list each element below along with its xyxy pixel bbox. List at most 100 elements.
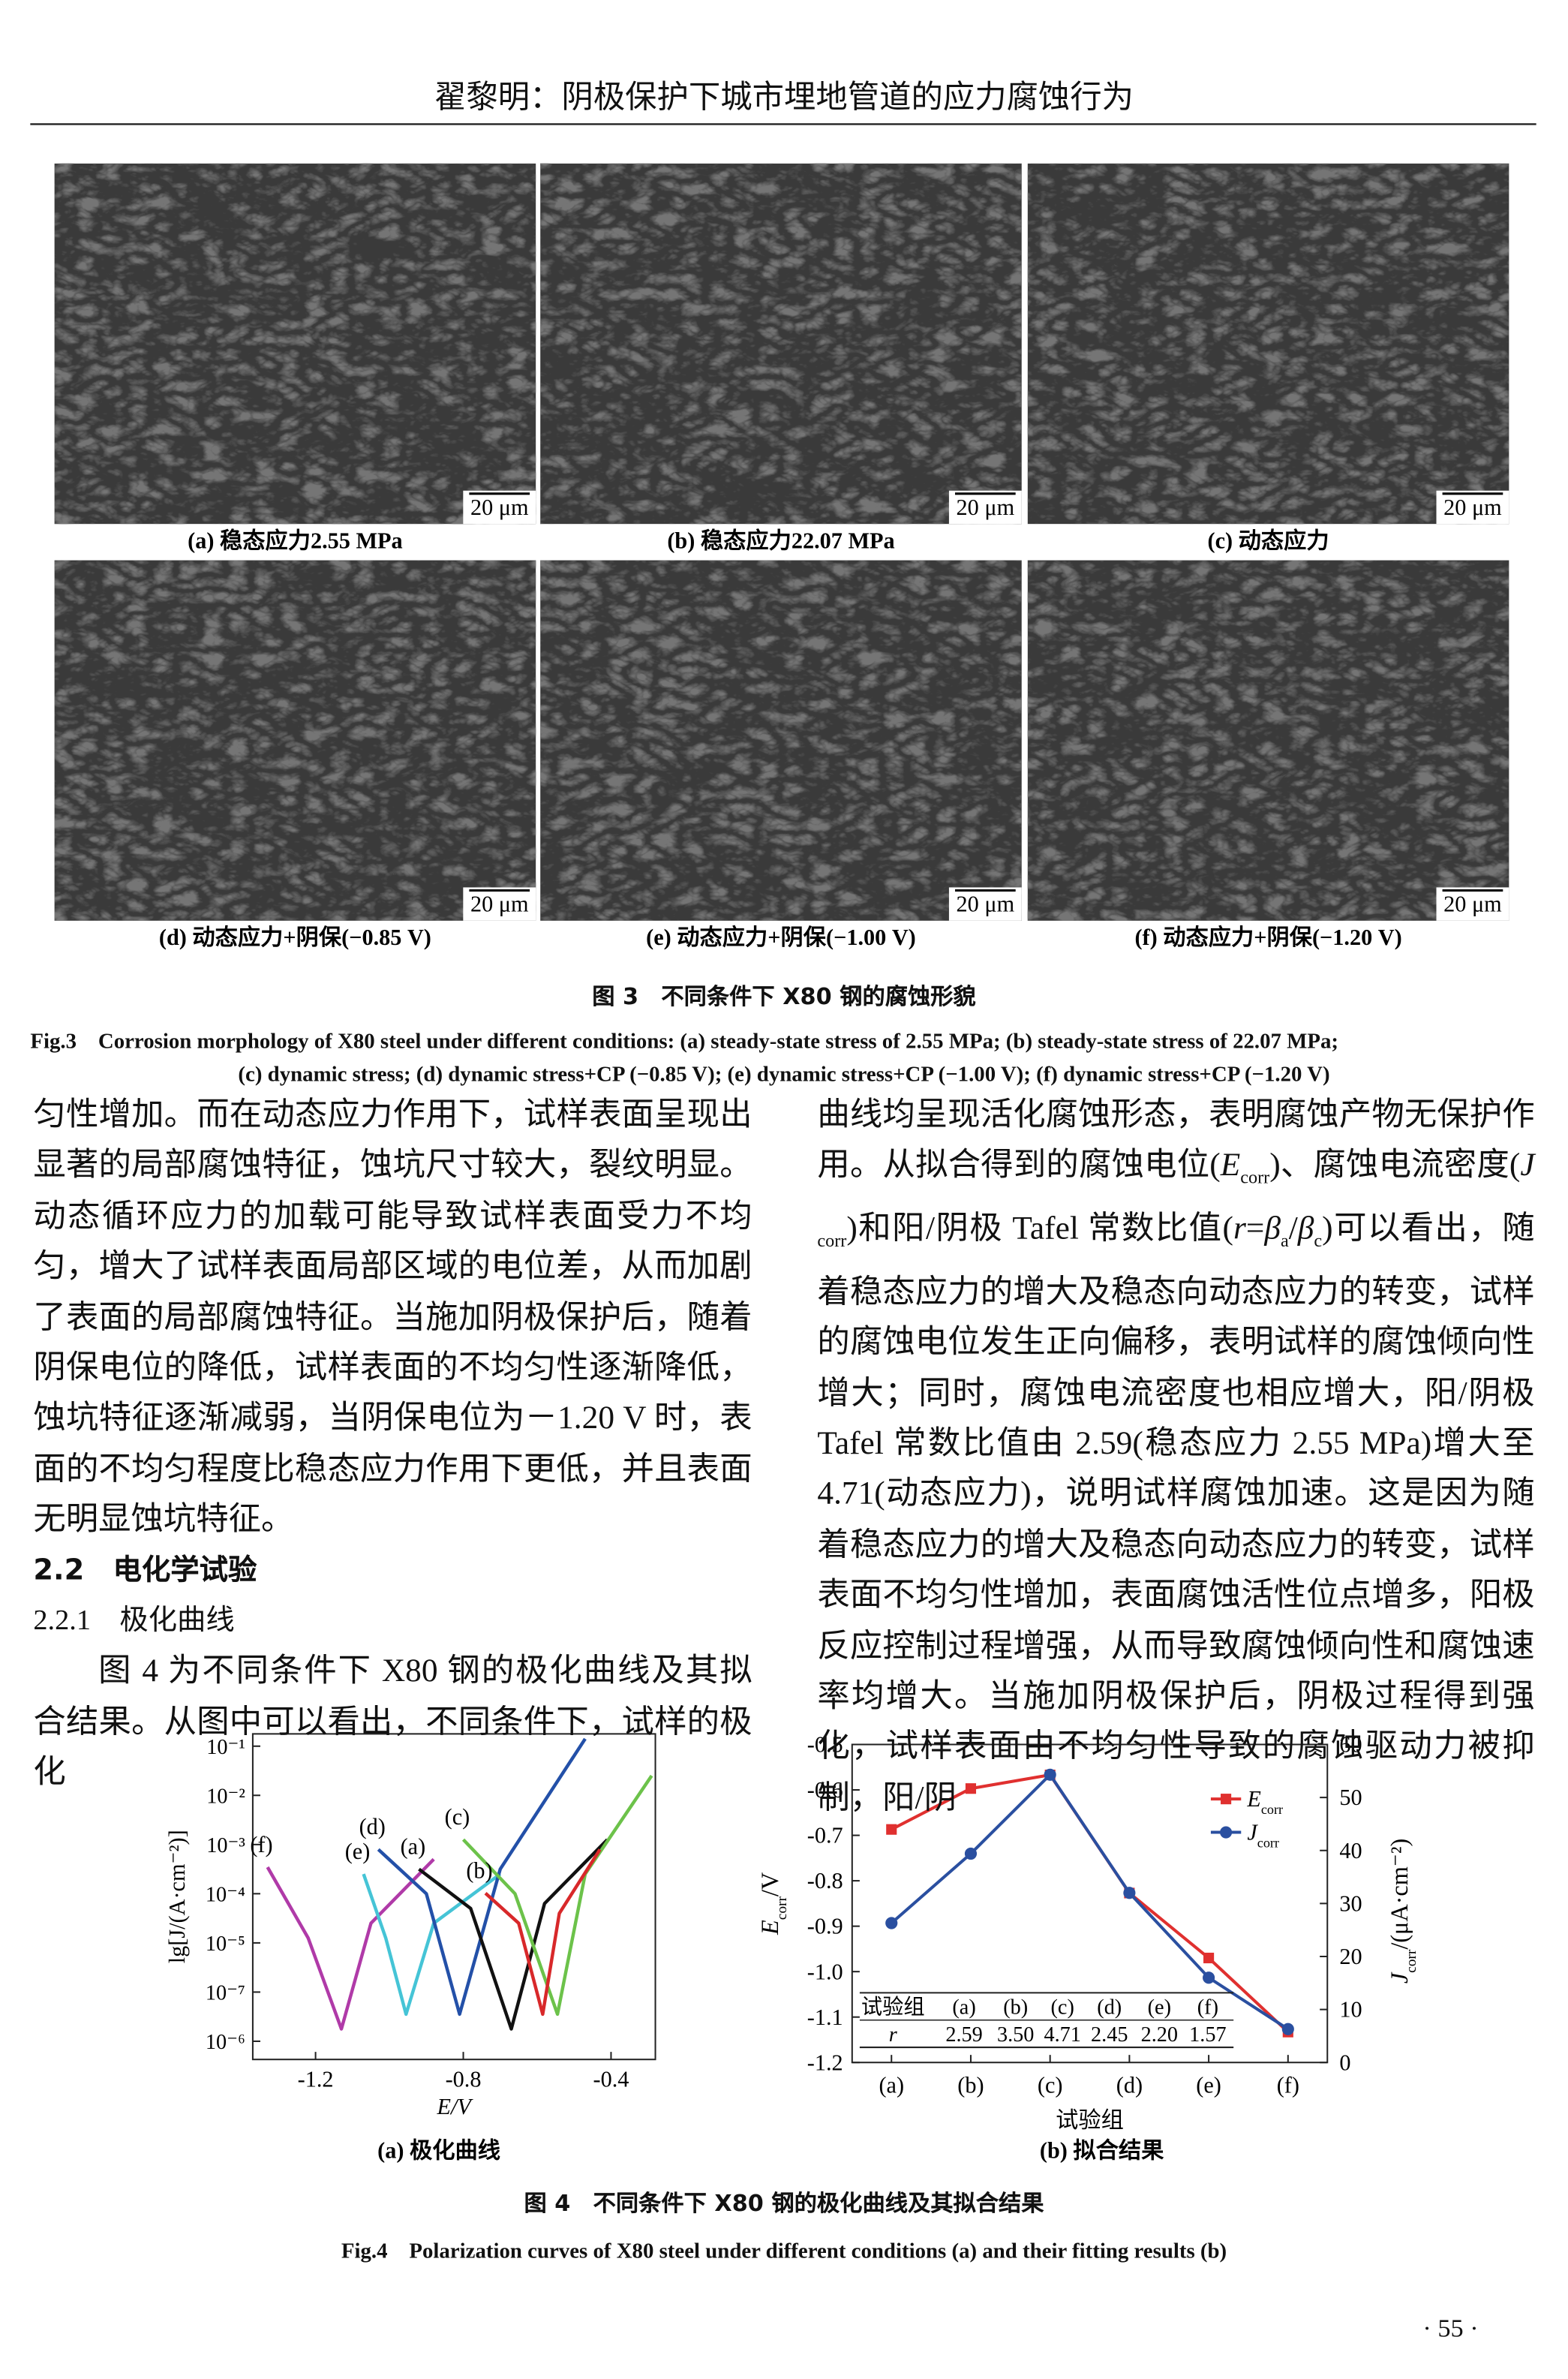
legend-name: E — [1246, 1786, 1260, 1812]
text-run: 曲线均呈现活化腐蚀形态，表明腐蚀产物无保护作用。从拟合得到的腐蚀电位( — [817, 1096, 1535, 1183]
y2-tick-label: 20 — [1339, 1944, 1362, 1969]
table-cell: 2.59 — [945, 2023, 982, 2047]
panel-label: (d) 动态应力+阴保(−0.85 V) — [159, 924, 431, 950]
scale-bar-box — [1436, 490, 1509, 525]
x-axis-label: 试验组 — [1056, 2107, 1124, 2133]
scale-bar-label: 20 μm — [470, 892, 529, 917]
right-column: 曲线均呈现活化腐蚀形态，表明腐蚀产物无保护作用。从拟合得到的腐蚀电位(Ecorr… — [817, 1090, 1534, 1824]
scale-bar-box — [948, 887, 1022, 921]
table-header: (d) — [1097, 1996, 1122, 2020]
y-tick-label: 10⁻⁷ — [206, 1982, 245, 2005]
plot-frame — [251, 1733, 656, 2061]
paragraph: 匀性增加。而在动态应力作用下，试样表面呈现出显著的局部腐蚀特征，蚀坑尺寸较大，裂… — [33, 1096, 752, 1538]
y-tick-label: -0.8 — [807, 1868, 843, 1893]
y-tick-label: -1.0 — [807, 1959, 843, 1984]
table-header: (c) — [1051, 1996, 1074, 2020]
text-run: /V — [756, 1872, 783, 1896]
left-column: 匀性增加。而在动态应力作用下，试样表面呈现出显著的局部腐蚀特征，蚀坑尺寸较大，裂… — [33, 1090, 752, 1799]
table-cell: 2.20 — [1141, 2023, 1178, 2047]
sem-texture — [1027, 560, 1509, 921]
sem-texture — [540, 560, 1022, 921]
x-tick-label: (c) — [1038, 2073, 1063, 2098]
y2-tick-label: 50 — [1339, 1785, 1362, 1810]
y-tick-label: 10⁻¹ — [206, 1736, 245, 1759]
y-tick-label: 10⁻³ — [206, 1834, 245, 1857]
scale-bar-box — [1436, 887, 1509, 921]
x-axis-label: E/V — [437, 2094, 474, 2119]
data-point — [965, 1783, 977, 1794]
legend-name: J — [1247, 1820, 1258, 1845]
polarization-curve — [461, 1774, 653, 2017]
data-point — [886, 1824, 897, 1835]
scale-bar-box — [463, 490, 536, 525]
y-tick-label: 10⁻⁶ — [206, 2031, 245, 2054]
text-run: = — [1245, 1210, 1265, 1247]
text-run: a — [1280, 1230, 1289, 1252]
paragraph: 图 4 为不同条件下 X80 钢的极化曲线及其拟合结果。从图中可以看出，不同条件… — [33, 1653, 752, 1791]
y2-tick-label: 30 — [1339, 1890, 1362, 1916]
polarization-curve — [266, 1857, 435, 2031]
y-tick-label: -0.7 — [807, 1823, 843, 1848]
text-run: E — [1220, 1147, 1241, 1183]
series-line — [890, 1772, 1289, 2031]
sem-texture — [54, 560, 536, 921]
y-tick-label: -0.9 — [807, 1914, 843, 1939]
y-tick-label: -0.5 — [807, 1732, 843, 1758]
page-number: · 55 · — [1422, 2314, 1479, 2343]
legend-label: Jcorr — [1247, 1820, 1279, 1851]
scale-bar-label: 20 μm — [957, 892, 1015, 917]
legend-sub: corr — [1261, 1802, 1283, 1817]
y-tick-label: -1.2 — [807, 2050, 843, 2075]
panel-label: (e) 动态应力+阴保(−1.00 V) — [646, 924, 916, 950]
text-run: J — [1386, 1971, 1413, 1984]
data-point — [1123, 1887, 1136, 1899]
legend-label: Ecorr — [1246, 1786, 1283, 1817]
y2-tick-label: 0 — [1339, 2050, 1350, 2075]
figure-caption-en: Fig.3 Corrosion morphology of X80 steel … — [30, 1030, 1339, 1054]
table-header: (b) — [1003, 1996, 1028, 2020]
text-run: corr — [1404, 1949, 1419, 1973]
curve-label: (b) — [466, 1858, 492, 1884]
data-point — [1203, 1971, 1215, 1984]
table-header: (a) — [952, 1996, 975, 2020]
y2-tick-label: 40 — [1339, 1838, 1362, 1863]
scale-bar-label: 20 μm — [470, 495, 529, 520]
x-tick-label: (f) — [1277, 2073, 1299, 2098]
panel-label: (c) 动态应力 — [1208, 527, 1329, 553]
y-tick-label: -0.6 — [807, 1777, 843, 1803]
text-run: β — [1297, 1210, 1314, 1247]
y-tick-label: -1.1 — [807, 2005, 843, 2030]
panel-label: (f) 动态应力+阴保(−1.20 V) — [1134, 924, 1401, 950]
text-run: β — [1264, 1210, 1281, 1247]
subcaption: (b) 拟合结果 — [1040, 2137, 1164, 2163]
y-tick-label: 10⁻⁵ — [206, 1932, 245, 1956]
curve-label: (f) — [250, 1832, 272, 1857]
data-point — [964, 1847, 978, 1860]
y-tick-label: 10⁻⁴ — [206, 1883, 245, 1906]
text-run: r — [1233, 1210, 1246, 1247]
header-title: 翟黎明：阴极保护下城市埋地管道的应力腐蚀行为 — [434, 78, 1134, 116]
polarization-curve — [484, 1848, 602, 2017]
table-cell: 4.71 — [1044, 2023, 1081, 2047]
sem-texture — [1027, 163, 1509, 525]
text-run: J — [1520, 1147, 1535, 1183]
text-run: corr — [773, 1896, 789, 1920]
subcaption: (a) 极化曲线 — [377, 2137, 500, 2163]
y2-axis-label: Jcorr/(μA·cm⁻²) — [1386, 1839, 1419, 1984]
polarization-curve — [377, 1737, 587, 2017]
scale-bar-box — [948, 490, 1022, 525]
data-point — [885, 1917, 898, 1929]
x-tick-label: -0.4 — [593, 2067, 629, 2092]
text-run: c — [1314, 1230, 1323, 1252]
figure-caption-en: Fig.4 Polarization curves of X80 steel u… — [341, 2239, 1227, 2264]
curve-label: (e) — [345, 1839, 371, 1864]
text-run: E — [756, 1920, 783, 1935]
text-run: corr — [817, 1230, 847, 1252]
panel-label: (a) 稳态应力2.55 MPa — [188, 527, 402, 553]
text-run: )可以看出，随着稳态应力的增大及稳态向动态应力的转变，试样的腐蚀电位发生正向偏移… — [817, 1210, 1535, 1816]
legend-marker — [1220, 1826, 1233, 1839]
polarization-curve — [362, 1872, 502, 2017]
